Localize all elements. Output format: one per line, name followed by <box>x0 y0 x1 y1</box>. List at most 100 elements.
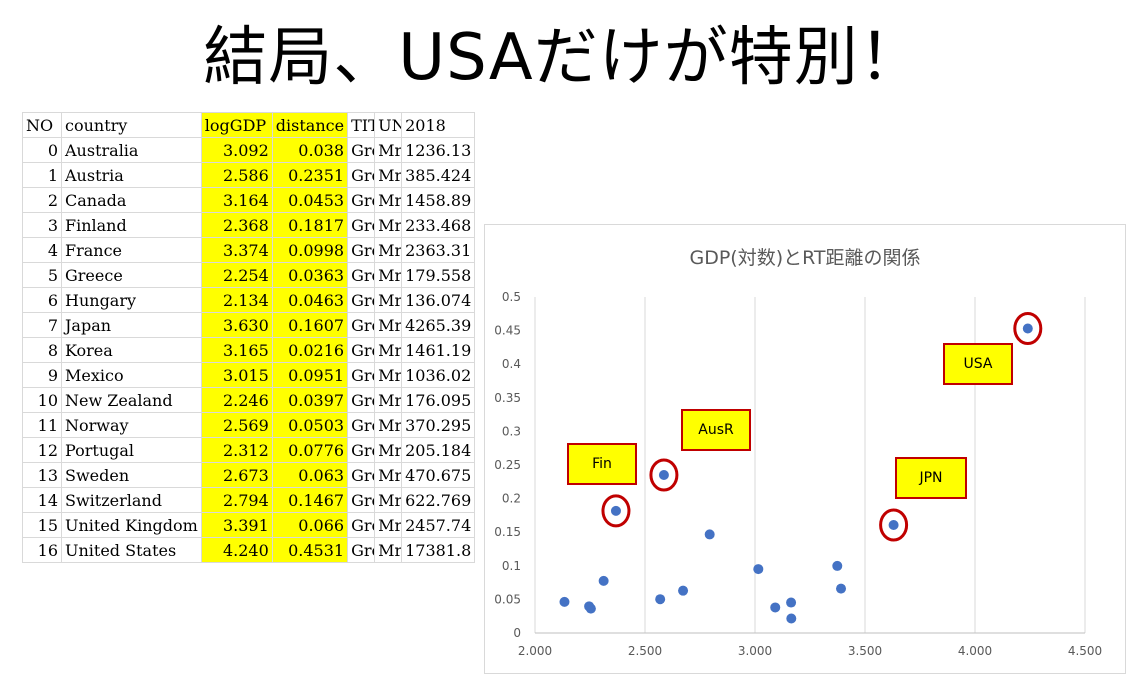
cell-2018[interactable]: 17381.8 <box>401 537 476 563</box>
cell-country[interactable]: Hungary <box>61 287 202 313</box>
data-point[interactable] <box>598 575 609 586</box>
cell-tit[interactable]: Gro <box>347 537 376 563</box>
cell-un[interactable]: Mrc <box>374 287 403 313</box>
cell-loggdp[interactable]: 2.254 <box>200 262 273 288</box>
data-point[interactable] <box>770 602 781 613</box>
cell-distance[interactable]: 0.0776 <box>271 437 349 463</box>
cell-tit[interactable]: Gro <box>347 312 376 338</box>
cell-un[interactable]: Mrc <box>374 387 403 413</box>
cell-un[interactable]: Mrc <box>374 337 403 363</box>
cell-2018[interactable]: 1036.02 <box>401 362 476 388</box>
data-point[interactable] <box>836 583 847 594</box>
cell-loggdp[interactable]: 3.391 <box>200 512 273 538</box>
cell-tit[interactable]: Gro <box>347 187 376 213</box>
cell-distance[interactable]: 0.038 <box>271 137 349 163</box>
cell-no[interactable]: 10 <box>22 387 62 413</box>
cell-distance[interactable]: 0.1607 <box>271 312 349 338</box>
cell-2018[interactable]: 233.468 <box>401 212 476 238</box>
cell-loggdp[interactable]: 2.134 <box>200 287 273 313</box>
cell-country[interactable]: Korea <box>61 337 202 363</box>
cell-loggdp[interactable]: 3.164 <box>200 187 273 213</box>
cell-tit[interactable]: Gro <box>347 387 376 413</box>
data-point[interactable] <box>559 596 570 607</box>
cell-loggdp[interactable]: 2.569 <box>200 412 273 438</box>
data-point[interactable] <box>704 529 715 540</box>
cell-no[interactable]: 1 <box>22 162 62 188</box>
cell-tit[interactable]: Gro <box>347 212 376 238</box>
cell-no[interactable]: 5 <box>22 262 62 288</box>
cell-country[interactable]: Portugal <box>61 437 202 463</box>
cell-distance[interactable]: 0.1817 <box>271 212 349 238</box>
col-header-tit[interactable]: TIT <box>347 112 376 138</box>
cell-loggdp[interactable]: 3.165 <box>200 337 273 363</box>
cell-distance[interactable]: 0.0216 <box>271 337 349 363</box>
data-point[interactable] <box>584 601 595 612</box>
cell-no[interactable]: 13 <box>22 462 62 488</box>
cell-tit[interactable]: Gro <box>347 337 376 363</box>
cell-no[interactable]: 7 <box>22 312 62 338</box>
data-point[interactable] <box>786 613 797 624</box>
cell-distance[interactable]: 0.0453 <box>271 187 349 213</box>
data-point[interactable] <box>832 560 843 571</box>
cell-no[interactable]: 11 <box>22 412 62 438</box>
cell-no[interactable]: 4 <box>22 237 62 263</box>
cell-distance[interactable]: 0.1467 <box>271 487 349 513</box>
col-header-loggdp[interactable]: logGDP <box>200 112 273 138</box>
cell-country[interactable]: Australia <box>61 137 202 163</box>
cell-no[interactable]: 8 <box>22 337 62 363</box>
cell-country[interactable]: Japan <box>61 312 202 338</box>
data-point[interactable] <box>753 564 764 575</box>
cell-2018[interactable]: 370.295 <box>401 412 476 438</box>
cell-un[interactable]: Mrc <box>374 212 403 238</box>
cell-country[interactable]: Greece <box>61 262 202 288</box>
cell-un[interactable]: Mrc <box>374 162 403 188</box>
cell-2018[interactable]: 2363.31 <box>401 237 476 263</box>
cell-tit[interactable]: Gro <box>347 137 376 163</box>
cell-no[interactable]: 14 <box>22 487 62 513</box>
cell-un[interactable]: Mrc <box>374 312 403 338</box>
cell-tit[interactable]: Gro <box>347 262 376 288</box>
cell-loggdp[interactable]: 2.246 <box>200 387 273 413</box>
data-point[interactable] <box>658 470 669 481</box>
data-point[interactable] <box>1022 323 1033 334</box>
cell-no[interactable]: 15 <box>22 512 62 538</box>
cell-un[interactable]: Mrc <box>374 262 403 288</box>
cell-un[interactable]: Mrc <box>374 437 403 463</box>
cell-distance[interactable]: 0.2351 <box>271 162 349 188</box>
cell-no[interactable]: 9 <box>22 362 62 388</box>
cell-un[interactable]: Mrc <box>374 537 403 563</box>
col-header-un[interactable]: UN <box>374 112 403 138</box>
cell-tit[interactable]: Gro <box>347 412 376 438</box>
cell-distance[interactable]: 0.066 <box>271 512 349 538</box>
cell-distance[interactable]: 0.0951 <box>271 362 349 388</box>
cell-loggdp[interactable]: 3.092 <box>200 137 273 163</box>
data-point[interactable] <box>678 585 689 596</box>
cell-2018[interactable]: 1236.13 <box>401 137 476 163</box>
cell-no[interactable]: 6 <box>22 287 62 313</box>
cell-distance[interactable]: 0.0397 <box>271 387 349 413</box>
cell-no[interactable]: 3 <box>22 212 62 238</box>
cell-2018[interactable]: 385.424 <box>401 162 476 188</box>
cell-tit[interactable]: Gro <box>347 287 376 313</box>
cell-loggdp[interactable]: 2.794 <box>200 487 273 513</box>
cell-2018[interactable]: 205.184 <box>401 437 476 463</box>
cell-un[interactable]: Mrc <box>374 362 403 388</box>
cell-distance[interactable]: 0.0998 <box>271 237 349 263</box>
cell-distance[interactable]: 0.0363 <box>271 262 349 288</box>
cell-2018[interactable]: 176.095 <box>401 387 476 413</box>
cell-loggdp[interactable]: 3.374 <box>200 237 273 263</box>
data-point[interactable] <box>610 505 621 516</box>
cell-country[interactable]: Norway <box>61 412 202 438</box>
cell-tit[interactable]: Gro <box>347 437 376 463</box>
data-point[interactable] <box>888 520 899 531</box>
cell-tit[interactable]: Gro <box>347 462 376 488</box>
cell-un[interactable]: Mrc <box>374 237 403 263</box>
cell-un[interactable]: Mrc <box>374 137 403 163</box>
data-point[interactable] <box>655 594 666 605</box>
cell-2018[interactable]: 4265.39 <box>401 312 476 338</box>
cell-no[interactable]: 0 <box>22 137 62 163</box>
cell-tit[interactable]: Gro <box>347 512 376 538</box>
cell-2018[interactable]: 622.769 <box>401 487 476 513</box>
cell-un[interactable]: Mrc <box>374 512 403 538</box>
annotation-ausr[interactable]: AusR <box>681 409 751 451</box>
